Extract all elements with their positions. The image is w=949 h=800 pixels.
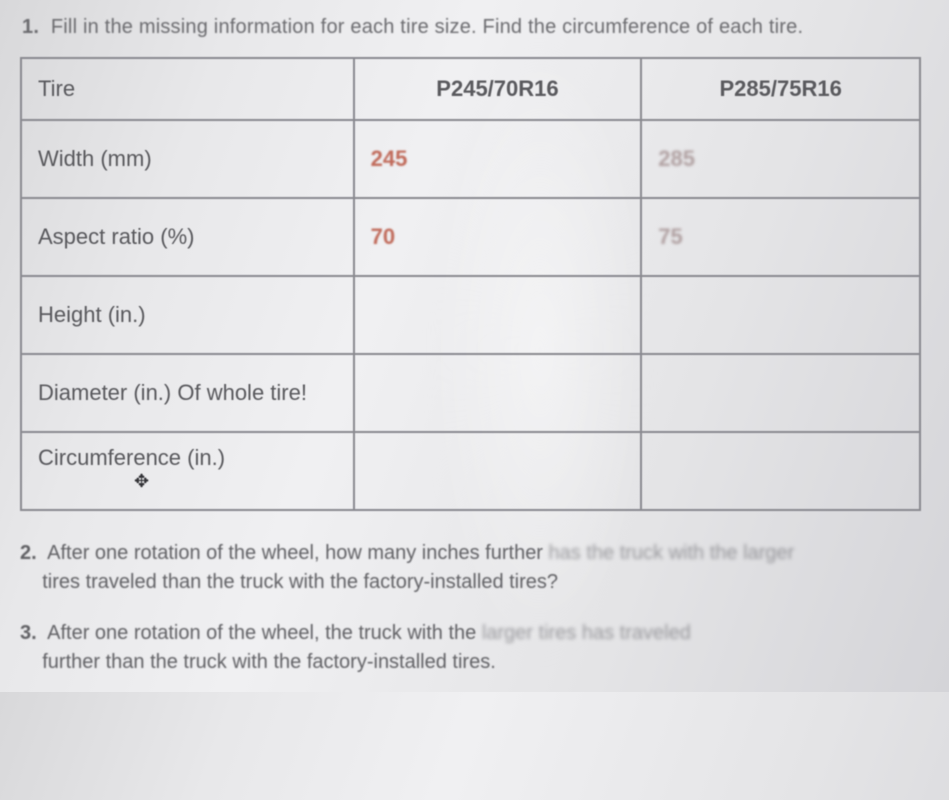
cell-value — [641, 432, 920, 510]
question-3: 3. After one rotation of the wheel, the … — [20, 619, 921, 677]
row-label: Width (mm) — [21, 120, 354, 198]
move-cursor-icon: ✥ — [134, 471, 149, 492]
row-label: Diameter (in.) Of whole tire! — [21, 354, 354, 432]
cell-value: 245 — [354, 120, 642, 198]
cell-value — [354, 354, 642, 432]
tire-table: Tire P245/70R16 P285/75R16 Width (mm) 24… — [20, 57, 921, 511]
row-label: Aspect ratio (%) — [21, 198, 354, 276]
question-2-line2: tires traveled than the truck with the f… — [42, 571, 558, 593]
table-row: Height (in.) — [21, 276, 920, 354]
table-row: Aspect ratio (%) 70 75 — [21, 198, 920, 276]
question-2-line1b: has the truck with the larger — [549, 542, 795, 564]
cell-value — [641, 276, 920, 354]
table-header-row: Tire P245/70R16 P285/75R16 — [21, 58, 920, 120]
header-col-2: P285/75R16 — [641, 58, 920, 120]
question-3-line1a: After one rotation of the wheel, the tru… — [47, 622, 482, 644]
question-2-line1a: After one rotation of the wheel, how man… — [47, 542, 548, 564]
cell-value: 70 — [354, 198, 642, 276]
header-corner: Tire — [21, 58, 354, 120]
header-col-1: P245/70R16 — [354, 58, 642, 120]
cell-value — [354, 276, 642, 354]
question-1-text: Fill in the missing information for each… — [51, 16, 803, 38]
question-3-line2: further than the truck with the factory-… — [42, 651, 496, 673]
cell-value — [641, 354, 920, 432]
question-1-number: 1. — [22, 16, 39, 38]
row-label: Height (in.) — [21, 276, 354, 354]
question-3-number: 3. — [20, 622, 37, 644]
cell-value — [354, 432, 642, 510]
table-body: Width (mm) 245 285 Aspect ratio (%) 70 7… — [21, 120, 920, 510]
row-label: Circumference (in.) ✥ — [21, 432, 354, 510]
cell-value: 285 — [641, 120, 920, 198]
question-3-line1b: larger tires has traveled — [482, 622, 691, 644]
table-row: Diameter (in.) Of whole tire! — [21, 354, 920, 432]
cell-value: 75 — [641, 198, 920, 276]
question-2: 2. After one rotation of the wheel, how … — [20, 539, 921, 597]
table-row: Width (mm) 245 285 — [21, 120, 920, 198]
question-2-number: 2. — [20, 542, 37, 564]
table-row: Circumference (in.) ✥ — [21, 432, 920, 510]
question-1: 1. Fill in the missing information for e… — [22, 16, 921, 39]
